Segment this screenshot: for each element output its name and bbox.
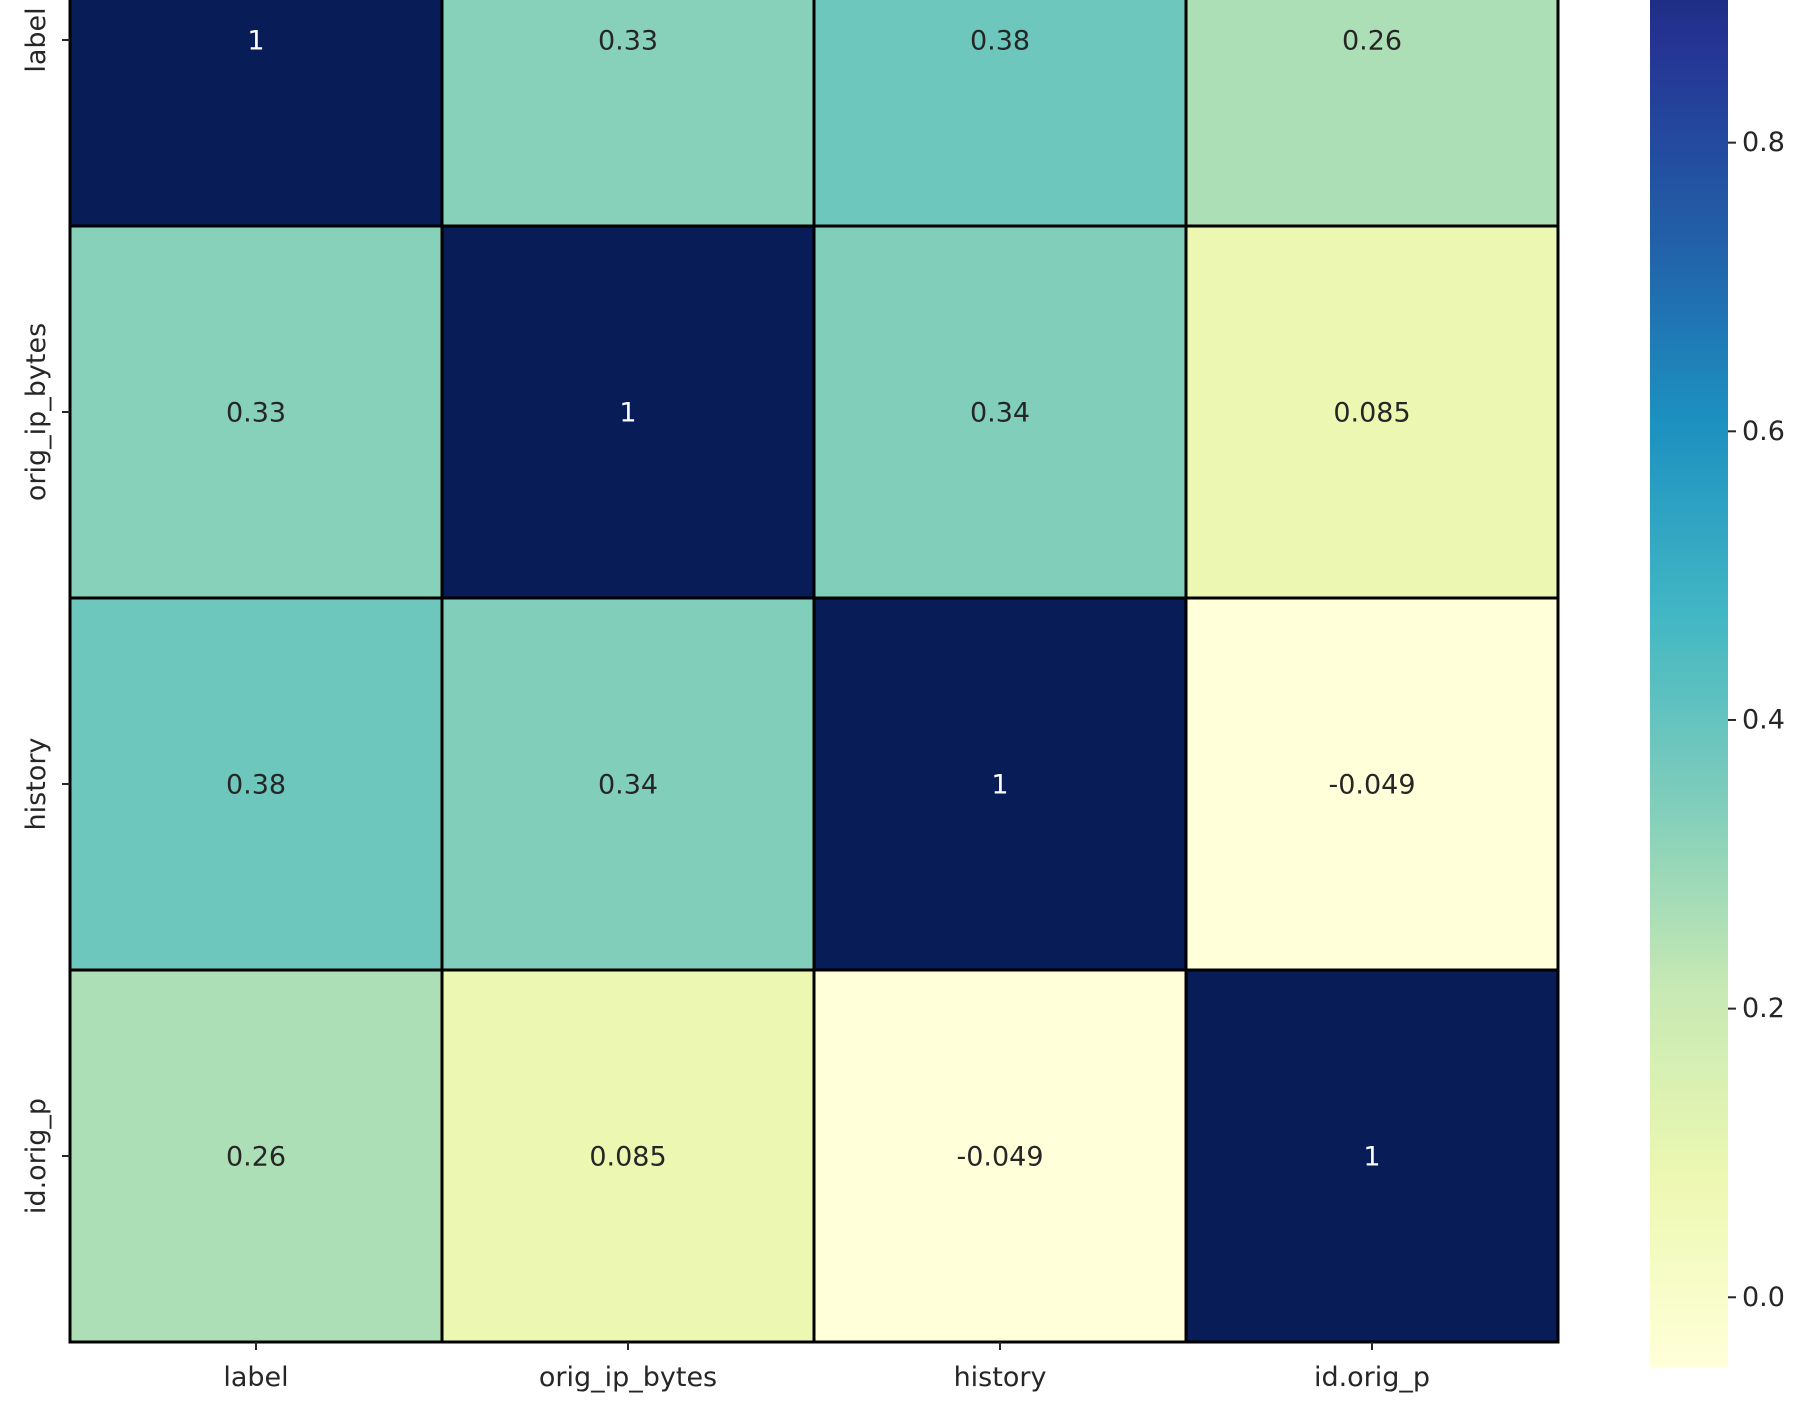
cell-annotation: 1	[1363, 1142, 1380, 1173]
cell-annotation: 1	[247, 26, 264, 57]
colorbar-tick-label: 0.0	[1742, 1282, 1785, 1313]
x-axis: label orig_ip_bytes history id.orig_p	[223, 1342, 1430, 1393]
cell-annotation: 0.38	[226, 770, 286, 801]
heatmap-cell-0-0	[68, 0, 444, 228]
cell-annotation: 0.33	[598, 26, 658, 57]
heatmap-cell-1-0	[68, 224, 444, 600]
colorbar-gradient	[1650, 0, 1728, 1368]
colorbar-tick-label: 0.2	[1742, 993, 1785, 1024]
colorbar-tick-label: 0.8	[1742, 127, 1785, 158]
colorbar-tick-label: 0.4	[1742, 704, 1785, 735]
cell-annotation: -0.049	[1328, 770, 1415, 801]
cell-annotation: 0.085	[1333, 398, 1410, 429]
cell-annotation: 0.085	[589, 1142, 666, 1173]
heatmap-cell-3-1	[440, 968, 816, 1344]
heatmap-cell-2-0	[68, 596, 444, 972]
heatmap-cell-3-0	[68, 968, 444, 1344]
x-tick-label: history	[954, 1362, 1047, 1393]
heatmap-cell-2-2	[812, 596, 1188, 972]
x-tick-label: id.orig_p	[1314, 1362, 1430, 1393]
cell-annotation: 0.33	[226, 398, 286, 429]
y-tick-label: history	[21, 738, 52, 831]
colorbar: 0.0 0.2 0.4 0.6 0.8	[1650, 0, 1785, 1368]
y-tick-label: label	[21, 7, 52, 72]
cell-annotation: 0.34	[598, 770, 658, 801]
x-tick-label: orig_ip_bytes	[539, 1362, 717, 1393]
heatmap-cell-3-2	[812, 968, 1188, 1344]
y-tick-label: id.orig_p	[21, 1098, 52, 1214]
cell-annotation: 0.34	[970, 398, 1030, 429]
cell-annotation: 1	[991, 770, 1008, 801]
heatmap-cell-0-3	[1184, 0, 1560, 228]
heatmap-cell-1-3	[1184, 224, 1560, 600]
x-tick-label: label	[223, 1362, 288, 1393]
cell-annotation: 0.26	[1342, 26, 1402, 57]
heatmap-cell-2-1	[440, 596, 816, 972]
cell-annotation: 1	[619, 398, 636, 429]
heatmap-cell-0-2	[812, 0, 1188, 228]
heatmap-cell-0-1	[440, 0, 816, 228]
heatmap-cell-3-3	[1184, 968, 1560, 1344]
cell-annotation: 0.38	[970, 26, 1030, 57]
cell-annotation: -0.049	[956, 1142, 1043, 1173]
cell-annotation: 0.26	[226, 1142, 286, 1173]
heatmap-cells: 1 0.33 0.38 0.26 0.33 1 0.34 0.085 0.38 0.34 1 -0.0…	[68, 0, 1560, 1344]
colorbar-tick-label: 0.6	[1742, 416, 1785, 447]
y-tick-label: orig_ip_bytes	[21, 323, 52, 501]
